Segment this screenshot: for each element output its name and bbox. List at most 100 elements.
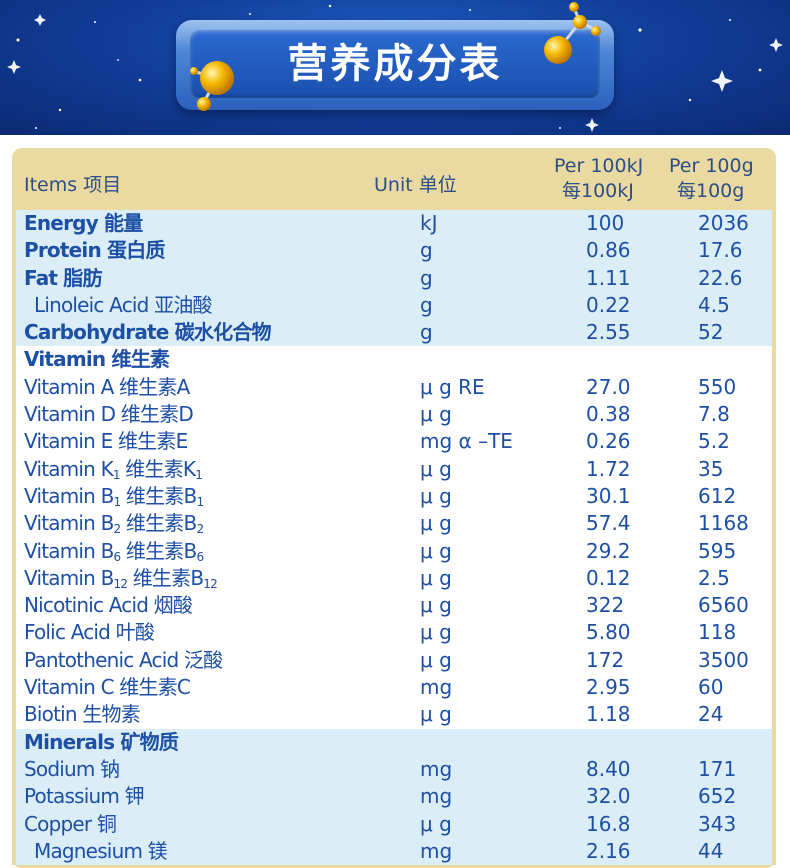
page-title: 营养成分表	[287, 41, 503, 87]
row-name: Fat 脂肪	[24, 265, 103, 290]
row-name-subscript: 1	[113, 494, 122, 509]
row-name-part: 维生素K	[119, 456, 196, 481]
row-value-per-100g: 44	[698, 838, 724, 863]
table-row: Vitamin C 维生素C mg 2.95 60	[16, 674, 772, 701]
row-value-per-100kj: 57.4	[586, 511, 631, 536]
row-unit: μ g	[420, 538, 452, 563]
row-value-per-100g: 4.5	[698, 292, 730, 317]
header-per-100g-line1: Per 100g	[669, 155, 754, 177]
header-unit: Unit 单位	[374, 170, 457, 197]
row-value-per-100kj: 1.72	[586, 456, 631, 481]
row-unit: μ g	[420, 593, 452, 618]
row-value-per-100kj: 2.95	[586, 675, 631, 700]
table-row: Folic Acid 叶酸 μ g 5.80 118	[16, 619, 772, 646]
row-unit: μ g	[420, 620, 452, 645]
row-unit: g	[420, 265, 433, 290]
molecule-right-icon	[544, 2, 601, 64]
row-value-per-100kj: 0.12	[586, 565, 631, 590]
section-row-vitamin: Vitamin 维生素	[16, 346, 772, 373]
row-value-per-100g: 2036	[698, 211, 749, 235]
row-unit: μ g	[420, 565, 452, 590]
row-value-per-100kj: 8.40	[586, 756, 631, 781]
table-row: Copper 铜 μ g 16.8 343	[16, 810, 772, 838]
row-value-per-100g: 612	[698, 483, 737, 508]
row-value-per-100g: 52	[698, 320, 724, 345]
section-title: Minerals 矿物质	[24, 729, 179, 754]
row-unit: mg α –TE	[420, 429, 513, 454]
row-value-per-100g: 171	[698, 756, 737, 781]
section-row-minerals: Minerals 矿物质	[16, 728, 772, 756]
row-name: Potassium 钾	[24, 784, 145, 809]
header-per-100kj: Per 100kJ 每100kJ	[554, 154, 643, 204]
row-unit: g	[420, 292, 433, 317]
row-value-per-100g: 60	[698, 675, 724, 700]
table-row: Nicotinic Acid 烟酸 μ g 322 6560	[16, 592, 772, 619]
section-title: Vitamin 维生素	[24, 347, 170, 372]
row-name-subscript: 12	[113, 576, 128, 591]
row-name: Magnesium 镁	[34, 838, 168, 863]
table-row: Sodium 钠 mg 8.40 171	[16, 755, 772, 784]
row-value-per-100kj: 322	[586, 593, 625, 618]
row-value-per-100g: 2.5	[698, 565, 730, 590]
row-name: Copper 铜	[24, 811, 117, 836]
row-name-part: Vitamin B	[24, 565, 114, 590]
row-name: Energy 能量	[24, 211, 143, 235]
row-unit: mg	[420, 838, 453, 863]
header-items-label: Items 项目	[24, 174, 122, 196]
row-value-per-100g: 3500	[698, 647, 749, 672]
table-row: Biotin 生物素 μ g 1.18 24	[16, 701, 772, 728]
row-name-subscript: 6	[196, 549, 204, 564]
table-row: Fat 脂肪 g 1.11 22.6	[16, 264, 772, 292]
header-per-100kj-line1: Per 100kJ	[554, 155, 644, 177]
row-value-per-100g: 652	[698, 784, 737, 809]
row-value-per-100kj: 100	[586, 211, 625, 235]
row-name: Pantothenic Acid 泛酸	[24, 647, 223, 672]
row-name-subscript: 1	[112, 467, 121, 482]
row-name: Sodium 钠	[24, 756, 120, 781]
table-row: Carbohydrate 碳水化合物 g 2.55 52	[16, 319, 772, 347]
row-value-per-100kj: 1.18	[586, 702, 631, 727]
row-name-subscript: 12	[203, 576, 217, 591]
row-name-part: 维生素B	[120, 483, 197, 508]
row-unit: g	[420, 320, 433, 345]
row-unit: mg	[420, 756, 453, 781]
row-name: Vitamin A 维生素A	[24, 374, 190, 399]
row-name: Carbohydrate 碳水化合物	[24, 320, 272, 345]
row-value-per-100g: 595	[698, 538, 737, 563]
row-value-per-100g: 7.8	[698, 402, 730, 427]
table-row: Vitamin E 维生素E mg α –TE 0.26 5.2	[16, 428, 772, 455]
row-name: Vitamin D 维生素D	[24, 402, 194, 427]
row-unit: μ g	[420, 702, 452, 727]
row-value-per-100g: 17.6	[698, 238, 743, 263]
row-name: Vitamin E 维生素E	[24, 429, 188, 454]
star-field	[7, 4, 783, 132]
row-value-per-100g: 35	[698, 456, 724, 481]
table-row: Potassium 钾 mg 32.0 652	[16, 783, 772, 811]
molecule-left-icon	[190, 61, 234, 111]
row-name: Vitamin B12 维生素B12	[24, 565, 218, 595]
row-name-part: Vitamin B	[24, 511, 114, 536]
row-name: Nicotinic Acid 烟酸	[24, 593, 193, 618]
table-row: Magnesium 镁 mg 2.16 44	[16, 837, 772, 866]
row-value-per-100g: 6560	[698, 593, 749, 618]
row-value-per-100g: 550	[698, 374, 737, 399]
row-unit: g	[420, 238, 433, 263]
row-value-per-100kj: 0.26	[586, 429, 631, 454]
row-value-per-100kj: 16.8	[586, 811, 631, 836]
row-value-per-100kj: 32.0	[586, 784, 631, 809]
table-row: Protein 蛋白质 g 0.86 17.6	[16, 237, 772, 265]
row-unit: μ g RE	[420, 374, 485, 399]
row-name: Protein 蛋白质	[24, 238, 165, 263]
table-row: Vitamin B2 维生素B2 μ g 57.4 1168	[16, 510, 772, 537]
row-value-per-100g: 5.2	[698, 429, 730, 454]
row-value-per-100kj: 172	[586, 647, 625, 672]
table-row: Energy 能量 kJ 100 2036	[16, 210, 772, 238]
row-unit: kJ	[420, 211, 438, 235]
row-name-part: 维生素B	[120, 538, 197, 563]
row-unit: μ g	[420, 811, 452, 836]
row-value-per-100kj: 0.38	[586, 402, 631, 427]
row-name: Folic Acid 叶酸	[24, 620, 155, 645]
row-name: Vitamin B2 维生素B2	[24, 510, 204, 540]
row-value-per-100kj: 2.16	[586, 838, 631, 863]
row-unit: μ g	[420, 647, 452, 672]
